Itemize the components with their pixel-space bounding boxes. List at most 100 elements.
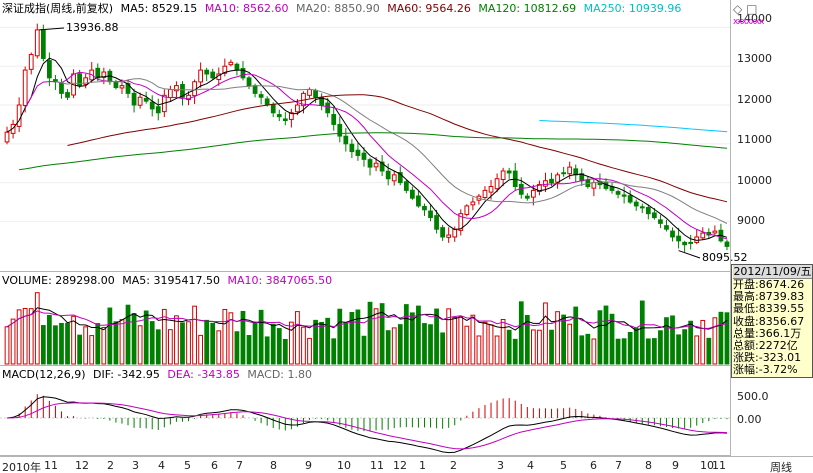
volume-bar: [222, 308, 228, 365]
toolbar: ◇ □: [733, 2, 757, 16]
candle-body: [282, 118, 288, 122]
square-icon[interactable]: □: [746, 2, 758, 16]
volume-bar: [125, 304, 131, 365]
volume-bar: [240, 310, 246, 365]
price-tick: 13000: [737, 52, 772, 65]
period-label[interactable]: 周线: [770, 461, 792, 473]
candle-body: [167, 88, 173, 99]
time-axis: 2010年 11 12 2 3 4 5 6 7 8 9 10 11 12 1 2 3 4 5 6 7 8 9 10 11 周线: [0, 456, 813, 473]
time-axis-label: 2010年: [2, 461, 41, 473]
candle-body: [101, 71, 107, 78]
ma20-line: [55, 78, 728, 224]
macd-axis: 500.0 0.00: [730, 366, 813, 456]
macd-chart-pane[interactable]: MACD(12,26,9) DIF: -342.95 DEA: -343.85 …: [0, 366, 730, 456]
candle-body: [186, 94, 191, 101]
candle-body: [670, 230, 675, 238]
price-tick: 11000: [737, 133, 772, 146]
time-axis-label: 6: [590, 459, 597, 472]
volume-bar: [65, 322, 70, 365]
candle-body: [288, 112, 294, 120]
candle-body: [621, 194, 627, 197]
volume-bar: [476, 335, 482, 365]
candle-body: [59, 82, 64, 94]
candle-body: [28, 54, 34, 70]
macd-tick: 0.00: [737, 413, 762, 426]
macd-chart[interactable]: [0, 366, 730, 456]
ma10-label: MA10: 8562.60: [204, 2, 289, 15]
candle-body: [65, 92, 70, 98]
info-row-change: 涨跌:-323.01: [733, 351, 802, 365]
volume-bar: [422, 323, 427, 365]
volume-bar: [567, 323, 573, 365]
price-axis: 14000 13000 12000 11000 10000 9000: [730, 0, 813, 272]
volume-bar: [367, 301, 373, 365]
volume-bar: [512, 338, 518, 365]
candle-body: [337, 123, 343, 137]
volume-bar: [524, 315, 530, 365]
candle-body: [434, 215, 439, 230]
volume-bar: [361, 335, 367, 365]
candle-body: [676, 235, 681, 242]
candle-body: [428, 210, 433, 219]
info-date: 2012/11/09/五: [733, 265, 812, 279]
candle-body: [228, 61, 234, 66]
time-axis-label: 11: [44, 459, 58, 472]
volume-bar: [83, 326, 89, 365]
volume-bar: [500, 318, 506, 365]
candle-body: [379, 161, 385, 172]
volume-bar: [210, 322, 216, 365]
volume-ma10-label: MA10: 3847065.50: [227, 274, 333, 287]
info-row-open: 开盘:8674.26: [733, 278, 805, 291]
candle-body: [555, 174, 560, 183]
volume-bar: [718, 311, 724, 365]
volume-label: VOLUME: 289298.00: [2, 274, 115, 287]
volume-bar: [464, 325, 470, 365]
volume-bar: [258, 309, 264, 365]
macd-dea-line: [6, 402, 728, 450]
low-callout: 8095.52: [702, 251, 748, 264]
candle-body: [46, 60, 52, 79]
volume-bar: [573, 306, 579, 365]
candle-body: [391, 174, 397, 182]
price-chart[interactable]: [0, 0, 730, 272]
price-tick: 12000: [737, 93, 772, 106]
candle-body: [500, 170, 506, 180]
volume-bar: [246, 335, 252, 365]
high-callout: 13936.88: [66, 21, 119, 34]
volume-bar: [373, 308, 379, 365]
high-callout-arrow: [39, 27, 65, 31]
volume-chart-pane[interactable]: VOLUME: 289298.00 MA5: 3195417.50 MA10: …: [0, 272, 730, 366]
volume-bar: [234, 331, 240, 365]
volume-bar: [101, 326, 107, 365]
ma5-line: [6, 57, 728, 241]
quote-info-panel: 2012/11/09/五 开盘:8674.26 最高:8739.83 最低:83…: [731, 264, 813, 378]
volume-bar: [664, 317, 669, 365]
candle-body: [313, 89, 318, 98]
volume-bar: [682, 329, 688, 365]
volume-bar: [180, 322, 185, 365]
volume-bar: [10, 318, 16, 365]
volume-bar: [355, 309, 361, 365]
ma60-label: MA60: 9564.26: [387, 2, 471, 15]
candle-body: [258, 94, 264, 98]
price-chart-pane[interactable]: 深证成指(周线,前复权) MA5: 8529.15 MA10: 8562.60 …: [0, 0, 748, 272]
info-row-change-pct: 涨幅:-3.72%: [733, 363, 798, 377]
volume-bar: [555, 311, 560, 365]
volume-bar: [155, 329, 161, 365]
time-axis-label: 12: [393, 459, 407, 472]
time-axis-label: 11: [370, 459, 384, 472]
ma60-line: [67, 94, 728, 203]
info-row-close: 收盘:8356.67: [733, 314, 805, 328]
volume-axis: [730, 272, 813, 366]
candle-body: [446, 234, 452, 238]
macd-header: MACD(12,26,9) DIF: -342.95 DEA: -343.85 …: [2, 368, 316, 381]
candle-body: [458, 213, 464, 231]
volume-bar: [113, 321, 119, 365]
candle-body: [95, 67, 101, 79]
volume-chart[interactable]: [0, 272, 730, 366]
diamond-icon[interactable]: ◇: [733, 2, 743, 16]
candle-body: [470, 201, 476, 206]
volume-bar: [385, 330, 391, 365]
candle-body: [561, 172, 567, 175]
candle-body: [4, 131, 10, 143]
